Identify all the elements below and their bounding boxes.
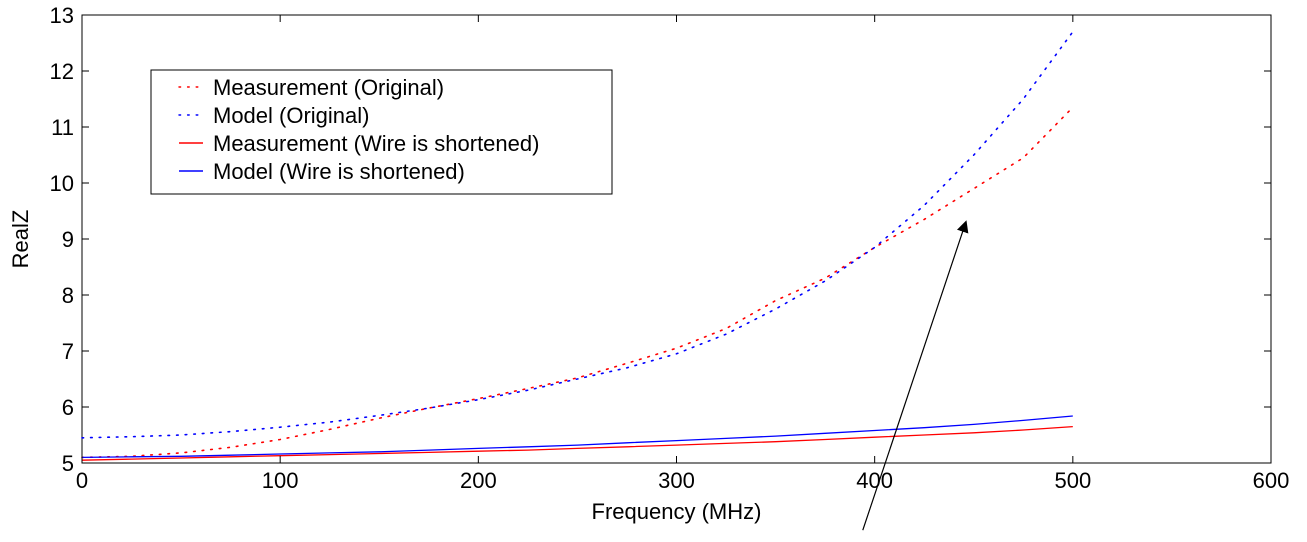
x-tick-label: 300 [658,468,695,493]
y-tick-label: 13 [50,3,74,28]
legend: Measurement (Original) Model (Original) Me… [150,69,613,195]
x-tick-label: 600 [1253,468,1290,493]
series-line-4 [81,415,1073,459]
y-tick-label: 7 [62,339,74,364]
y-tick-label: 8 [62,283,74,308]
x-axis-label: Frequency (MHz) [592,499,762,524]
series-line-3 [81,425,1073,461]
legend-box [150,69,613,195]
x-tick-label: 400 [856,468,893,493]
y-axis-label: RealZ [8,210,33,269]
x-tick-label: 500 [1054,468,1091,493]
x-tick-label: 200 [460,468,497,493]
legend-label-1: Measurement (Original) [213,75,444,100]
series-line-2 [81,30,1074,439]
y-tick-label: 6 [62,395,74,420]
y-tick-label: 11 [51,115,74,140]
y-tick-label: 9 [62,227,74,252]
axis-ticks: 0 100 200 300 400 500 600 5 6 7 8 9 10 11 12 13 [50,3,1290,493]
x-tick-label: 100 [262,468,299,493]
annotation-arrow-1 [862,220,969,531]
x-tick-label: 0 [76,468,88,493]
legend-label-2: Model (Original) [213,103,370,128]
y-tick-label: 12 [50,59,74,84]
series-line-1 [81,106,1074,459]
legend-label-3: Measurement (Wire is shortened) [213,131,539,156]
legend-label-4: Model (Wire is shortened) [213,159,465,184]
y-tick-label: 5 [62,451,74,476]
y-tick-label: 10 [50,171,74,196]
